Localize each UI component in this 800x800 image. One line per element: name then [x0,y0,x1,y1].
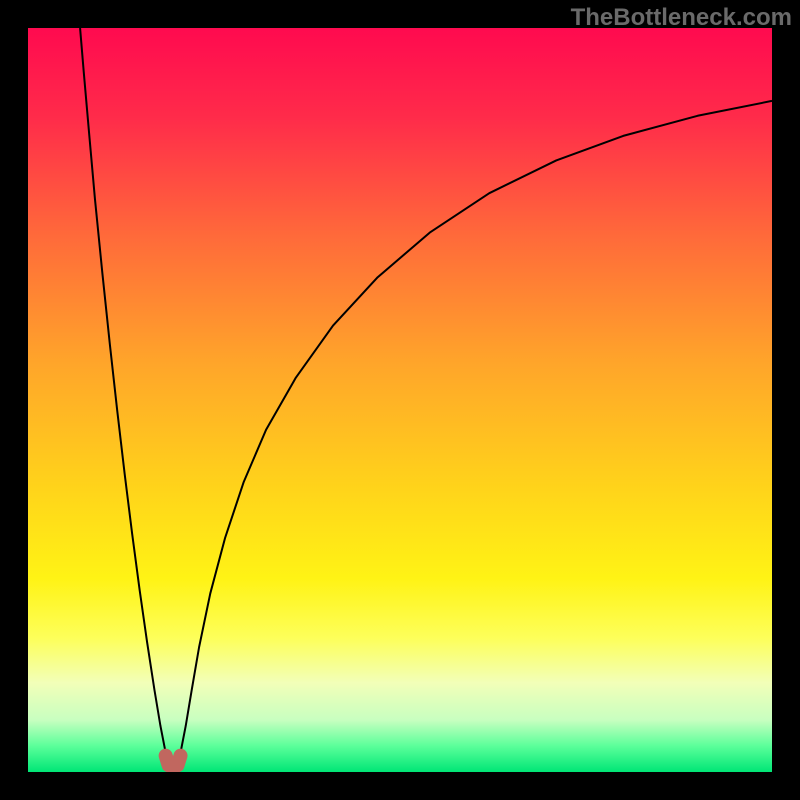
optimal-indicator [166,756,181,768]
chart-container: TheBottleneck.com [0,0,800,800]
chart-gradient-background [28,28,772,772]
bottleneck-curve-chart [0,0,800,800]
watermark-label: TheBottleneck.com [571,4,792,32]
